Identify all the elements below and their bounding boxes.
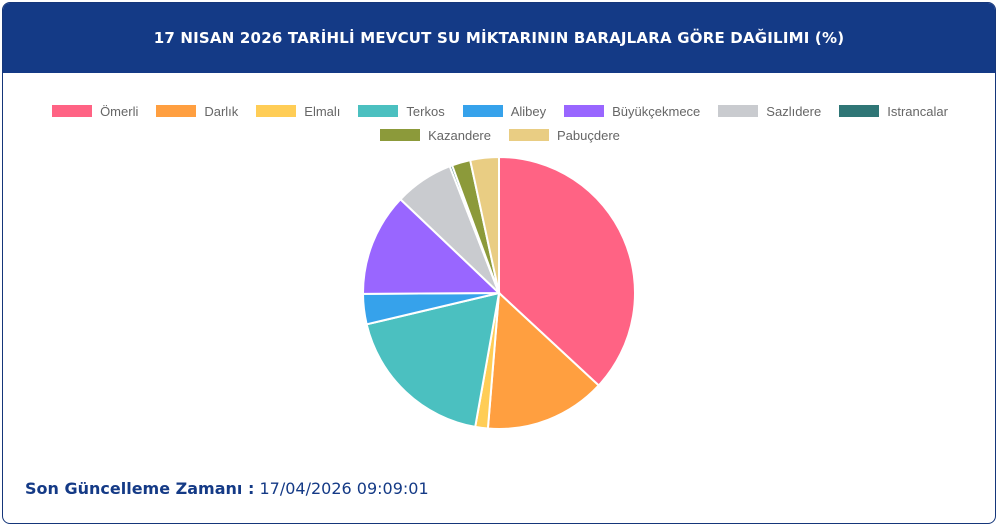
legend-swatch (462, 105, 503, 117)
legend-label: Istrancalar (887, 103, 948, 119)
legend-swatch (256, 105, 297, 117)
legend-item[interactable]: Pabuçdere (509, 127, 620, 143)
legend-item[interactable]: Darlık (156, 103, 238, 119)
footer-value: 17/04/2026 09:09:01 (259, 479, 429, 498)
legend-swatch (358, 105, 399, 117)
legend-item[interactable]: Alibey (462, 103, 547, 119)
legend-swatch (156, 105, 197, 117)
legend-label: Alibey (510, 103, 547, 119)
legend-label: Büyükçekmece (612, 103, 701, 119)
legend-swatch (839, 105, 880, 117)
footer: Son Güncelleme Zamanı : 17/04/2026 09:09… (25, 479, 429, 498)
pie-slice[interactable] (468, 155, 500, 294)
legend-label: Ömerli (100, 103, 139, 119)
legend-item[interactable]: Istrancalar (839, 103, 948, 119)
legend-label: Sazlıdere (766, 103, 822, 119)
legend-swatch (564, 105, 605, 117)
legend-label: Terkos (406, 103, 445, 119)
legend-item[interactable]: Ömerli (52, 103, 138, 119)
legend-swatch (52, 105, 93, 117)
pie-slice[interactable] (486, 290, 601, 430)
footer-label: Son Güncelleme Zamanı : (25, 479, 255, 498)
pie-slice[interactable] (498, 155, 636, 387)
card: 17 NISAN 2026 TARİHLİ MEVCUT SU MİKTARIN… (2, 2, 996, 524)
pie-chart (361, 155, 636, 430)
legend-swatch (509, 129, 549, 141)
legend-item[interactable]: Kazandere (380, 127, 491, 143)
pie-slice[interactable] (362, 197, 502, 295)
legend-label: Darlık (204, 103, 239, 119)
legend-swatch (718, 105, 759, 117)
legend-item[interactable]: Sazlıdere (718, 103, 821, 119)
legend-item[interactable]: Büyükçekmece (564, 103, 700, 119)
legend-item[interactable]: Elmalı (256, 103, 340, 119)
legend: Ömerli Darlık Elmalı Terkos Alibey Büyükçekme… (43, 103, 957, 143)
legend-swatch (380, 129, 421, 141)
pie-slice[interactable] (365, 291, 501, 429)
chart-title: 17 NISAN 2026 TARİHLİ MEVCUT SU MİKTARIN… (3, 3, 995, 73)
legend-label: Pabuçdere (557, 127, 620, 143)
legend-label: Elmalı (304, 103, 341, 119)
legend-label: Kazandere (428, 127, 491, 143)
legend-item[interactable]: Terkos (358, 103, 445, 119)
